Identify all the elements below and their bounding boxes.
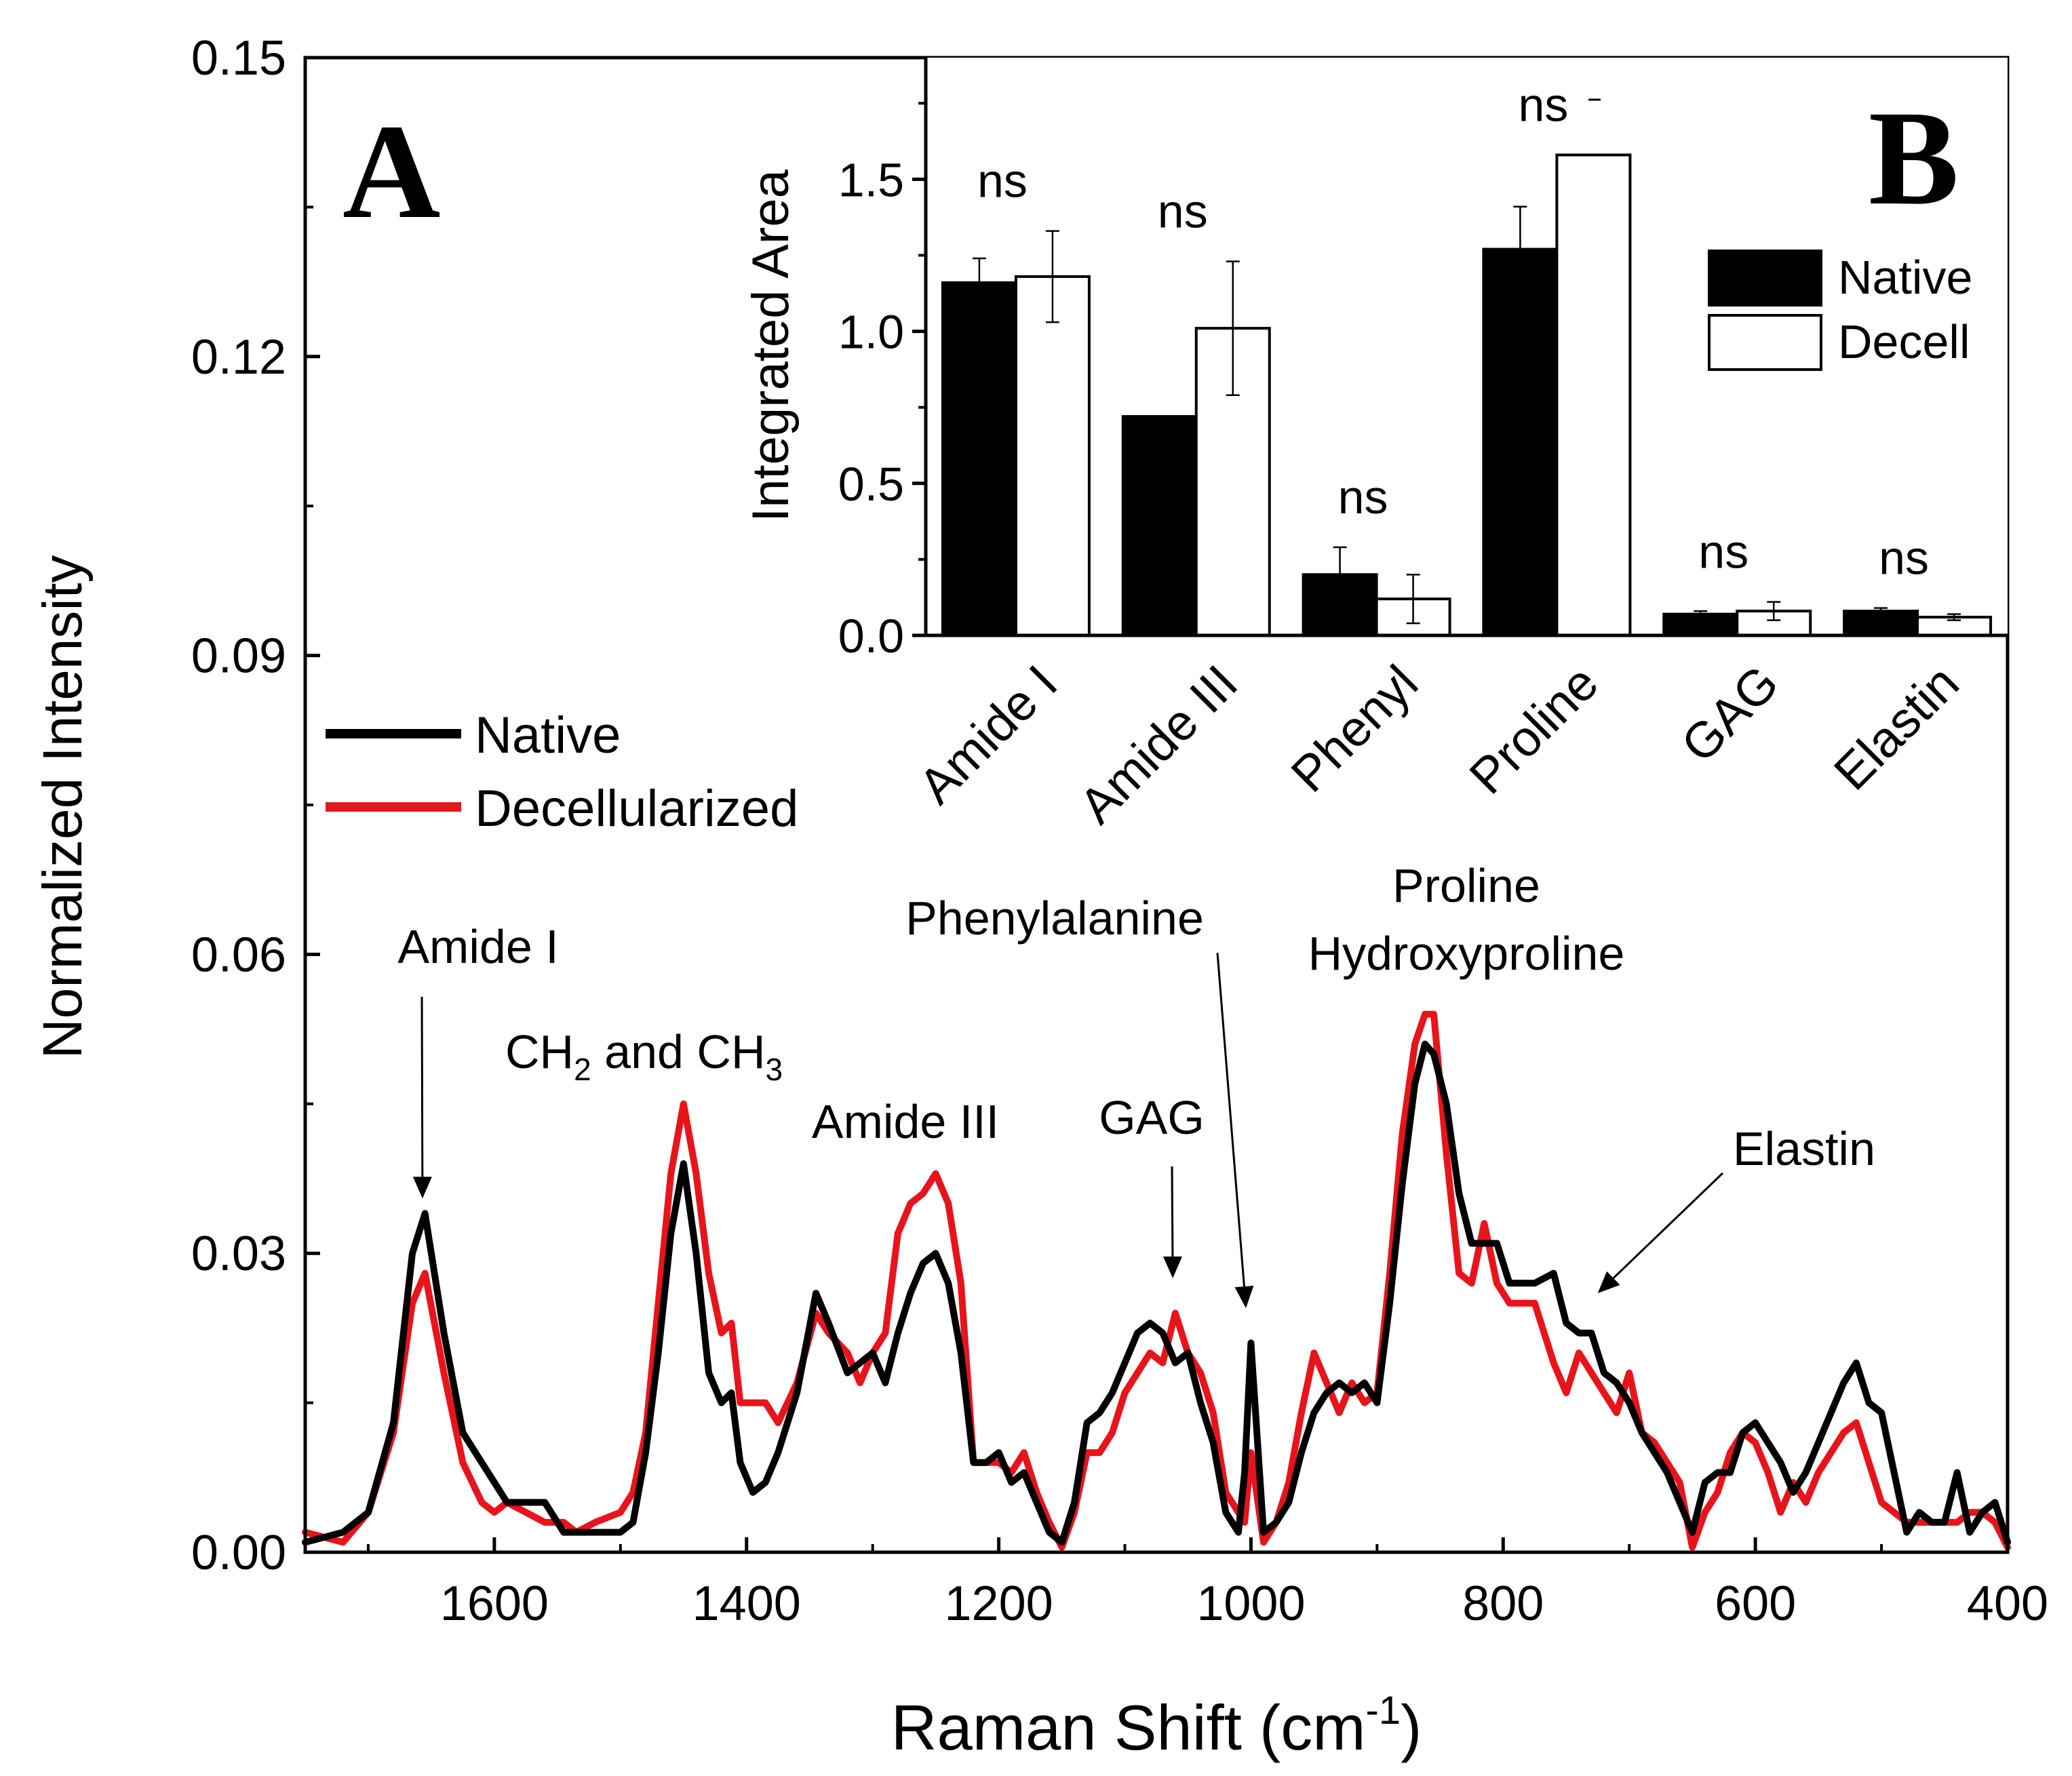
bar-native — [1482, 248, 1559, 637]
y-axis-label: Normalized Intensity — [32, 555, 94, 1059]
bar-decell — [1555, 153, 1632, 637]
significance-label: ns — [1879, 532, 1929, 585]
inset-y-tick-label: 0.0 — [838, 610, 904, 663]
annotation-elastin: Elastin — [1733, 1122, 1875, 1175]
arrow-elastin-head — [1597, 1271, 1620, 1293]
x-tick-label: 1400 — [692, 1577, 801, 1631]
x-axis-label: Raman Shift (cm-1) — [891, 1689, 1422, 1763]
significance-label: ns — [1518, 78, 1568, 131]
panel-label-b: B — [1869, 83, 1959, 233]
annotation-amide-i: Amide I — [397, 920, 558, 973]
legend-label-decellularized: Decellularized — [475, 780, 798, 837]
arrow-elastin-shaft — [1612, 1172, 1724, 1279]
inset-y-tick-label: 1.0 — [838, 306, 904, 359]
bar-native — [1843, 610, 1919, 637]
spectrum-annotation-group — [412, 952, 1724, 1309]
significance-label: ns — [1338, 471, 1388, 524]
significance-label: ns — [977, 155, 1028, 208]
y-axis-ticks: 0.00 0.03 0.06 0.09 0.12 0.15 — [191, 31, 320, 1580]
x-tick-label: 1200 — [945, 1577, 1053, 1631]
x-tick-label: 1600 — [440, 1577, 549, 1631]
series-line-native — [302, 1040, 2011, 1546]
legend-label-native: Native — [475, 707, 621, 764]
arrow-phenylalanine-head — [1234, 1285, 1254, 1309]
inset-y-axis-ticks: 0.0 0.5 1.0 1.5 — [838, 102, 926, 663]
y-tick-label: 0.15 — [191, 31, 286, 85]
panel-a-spectrum: 1600 1400 1200 1000 800 600 400 0.000.030.060.… — [32, 31, 2048, 1763]
x-tick-label: 400 — [1967, 1577, 2048, 1631]
inset-legend-label-decell: Decell — [1838, 315, 1970, 368]
inset-legend-label-native: Native — [1838, 251, 1972, 304]
significance-labels: ns ns ns ns ns ns — [977, 78, 1929, 584]
annotation-hydroxyproline: Hydroxyproline — [1308, 927, 1625, 980]
arrow-amide-i-shaft — [421, 996, 424, 1177]
arrow-amide-i-head — [412, 1177, 432, 1199]
x-tick-label: 800 — [1462, 1577, 1544, 1631]
bar-native — [941, 281, 1017, 637]
inset-legend: Native Decell — [1708, 250, 1972, 371]
y-tick-label: 0.03 — [191, 1227, 286, 1281]
y-tick-label: 0.09 — [191, 629, 286, 684]
inset-legend-swatch-decell — [1708, 314, 1822, 371]
inset-y-axis-label: Integrated Area — [742, 169, 800, 521]
arrow-phenylalanine-shaft — [1216, 952, 1245, 1287]
x-tick-label: 1000 — [1196, 1577, 1305, 1631]
x-tick-label: 600 — [1715, 1577, 1796, 1631]
inset-background — [926, 58, 2008, 635]
panel-label-a: A — [343, 97, 440, 247]
inset-y-tick-label: 1.5 — [838, 153, 904, 206]
inset-legend-swatch-native — [1708, 250, 1822, 307]
significance-label: ns — [1158, 184, 1208, 237]
legend: Native Decellularized — [326, 707, 798, 837]
spectrum-series-group — [302, 1010, 2011, 1551]
annotation-phenylalanine: Phenylalanine — [905, 892, 1204, 945]
inset-y-tick-label: 0.5 — [838, 458, 904, 511]
annotation-proline: Proline — [1392, 859, 1540, 912]
x-axis-ticks: 1600 1400 1200 1000 800 600 400 — [366, 1537, 2048, 1631]
y-tick-label: 0.00 — [191, 1526, 286, 1580]
arrow-gag-head — [1162, 1256, 1182, 1278]
arrow-gag-shaft — [1171, 1166, 1174, 1257]
bar-native — [1121, 415, 1198, 637]
annotation-gag: GAG — [1099, 1091, 1205, 1144]
y-tick-label: 0.06 — [191, 928, 286, 982]
significance-label: ns — [1698, 526, 1748, 578]
bar-decell — [1014, 275, 1091, 637]
annotation-amide-iii: Amide III — [812, 1095, 999, 1148]
annotation-ch2-ch3: CH2 and CH3 — [505, 1025, 783, 1087]
y-tick-label: 0.12 — [191, 330, 286, 384]
